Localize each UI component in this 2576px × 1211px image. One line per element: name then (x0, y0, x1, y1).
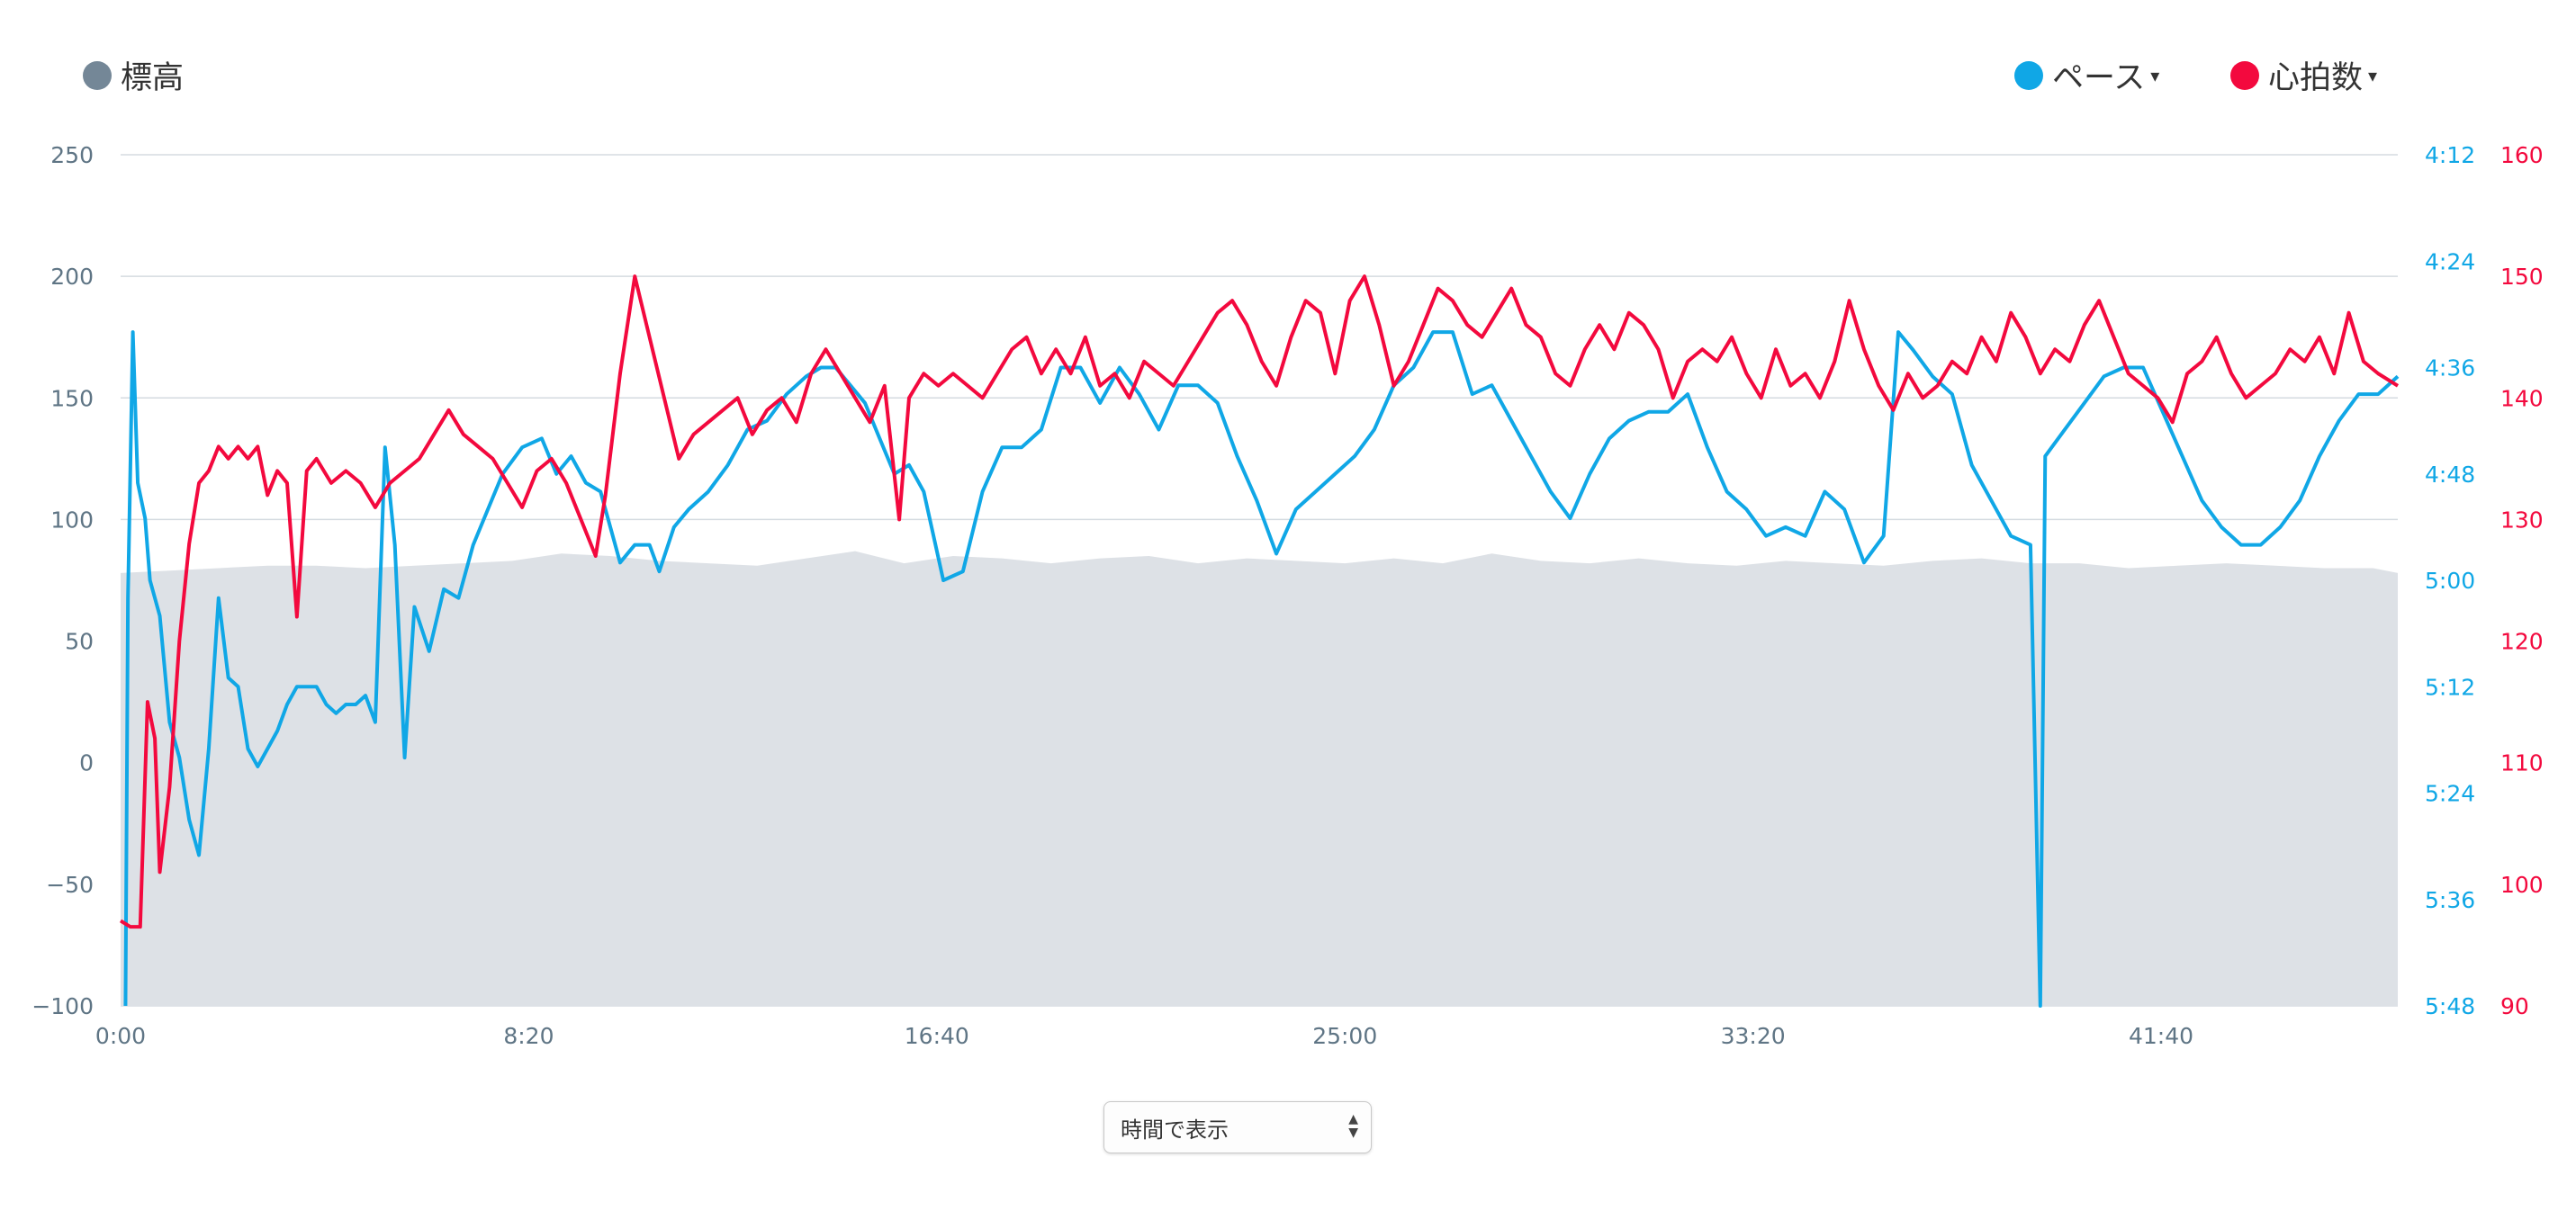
legend-pace[interactable]: ペース ▾ (2014, 52, 2159, 98)
caret-down-icon: ▾ (2368, 64, 2378, 86)
left-axis-tick: 250 (50, 142, 94, 168)
pace-axis-tick: 5:48 (2425, 993, 2475, 1019)
elevation-dot-icon (83, 60, 112, 90)
pace-line (123, 330, 2400, 1008)
x-axis-tick: 16:40 (905, 1023, 969, 1049)
pace-axis-tick: 4:48 (2425, 462, 2475, 488)
left-axis-tick: 50 (65, 629, 94, 655)
left-axis-tick: −100 (32, 993, 94, 1019)
pace-axis-tick: 5:36 (2425, 887, 2475, 913)
heart-rate-axis-tick: 90 (2500, 993, 2529, 1019)
heart-rate-axis-tick: 140 (2500, 385, 2544, 411)
left-axis-tick: 100 (50, 507, 94, 533)
heart-rate-axis-tick: 150 (2500, 264, 2544, 290)
left-axis-tick: 200 (50, 264, 94, 290)
x-axis-tick: 0:00 (95, 1023, 146, 1049)
pace-axis-tick: 5:12 (2425, 674, 2475, 700)
heart-rate-axis-tick: 110 (2500, 750, 2544, 776)
x-axis-mode-select[interactable]: 時間で表示 ▲ ▼ (1103, 1101, 1372, 1153)
x-axis-tick: 33:20 (1721, 1023, 1786, 1049)
legend-elevation-label: 標高 (121, 60, 185, 96)
heart-rate-line (119, 274, 2400, 929)
heart-rate-axis-tick: 120 (2500, 629, 2544, 655)
pace-axis-tick: 4:36 (2425, 355, 2475, 381)
x-axis-tick: 25:00 (1312, 1023, 1377, 1049)
pace-hr-series (119, 274, 2400, 1008)
heart-rate-axis-tick: 100 (2500, 872, 2544, 898)
elevation-area (121, 551, 2398, 1006)
left-axis-tick: −50 (46, 872, 94, 898)
heart-rate-axis-tick: 130 (2500, 507, 2544, 533)
legend-elevation[interactable]: 標高 (83, 52, 184, 98)
caret-down-icon: ▾ (2150, 64, 2160, 86)
left-axis-tick: 150 (50, 385, 94, 411)
legend-pace-label: ペース (2052, 60, 2146, 96)
x-axis-mode-value: 時間で表示 (1121, 1117, 1229, 1143)
left-axis-tick: 0 (79, 750, 94, 776)
pace-dot-icon (2014, 60, 2043, 90)
pace-axis-tick: 4:12 (2425, 142, 2475, 168)
axes-labels: 250 200 150 100 50 0 −50 −100 4:12 4:24 4:36 4:48 5:… (32, 142, 2543, 1049)
x-axis-tick: 41:40 (2129, 1023, 2193, 1049)
legend-heart-rate-label: 心拍数 (2268, 60, 2364, 96)
select-updown-icon: ▲ ▼ (1348, 1112, 1358, 1140)
heart-rate-dot-icon (2230, 60, 2259, 90)
pace-axis-tick: 4:24 (2425, 248, 2475, 274)
elevation-series (121, 551, 2398, 1006)
pace-axis-tick: 5:00 (2425, 568, 2475, 594)
pace-axis-tick: 5:24 (2425, 781, 2475, 807)
heart-rate-axis-tick: 160 (2500, 142, 2544, 168)
legend-heart-rate[interactable]: 心拍数 ▾ (2230, 52, 2377, 98)
x-axis-tick: 8:20 (503, 1023, 554, 1049)
